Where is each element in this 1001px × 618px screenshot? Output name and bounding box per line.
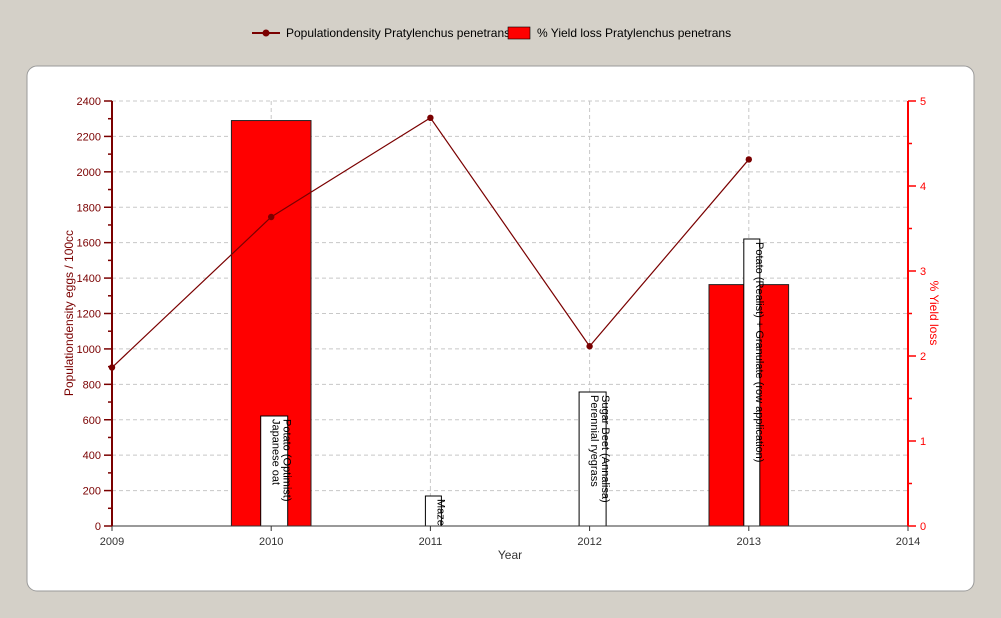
population-point <box>586 343 593 350</box>
right-tick-label: 3 <box>920 266 926 278</box>
right-tick-label: 0 <box>920 521 926 533</box>
left-axis-title: Populationdensity eggs / 100cc <box>62 230 76 396</box>
left-tick-label: 0 <box>95 521 101 533</box>
left-tick-label: 1000 <box>77 344 101 356</box>
left-tick-label: 400 <box>83 450 101 462</box>
right-axis-title: % Yield loss <box>927 281 941 346</box>
left-tick-label: 2400 <box>77 96 101 108</box>
population-point <box>427 114 434 122</box>
left-tick-label: 600 <box>83 415 101 427</box>
x-tick-label: 2012 <box>577 536 601 548</box>
crop-annotation: Maze <box>424 495 446 527</box>
left-tick-label: 1400 <box>77 273 101 285</box>
crop-annotation-label: Perennial ryegrass <box>588 395 600 487</box>
legend-bar-swatch <box>507 26 531 40</box>
x-tick-label: 2011 <box>419 536 443 548</box>
right-tick-label: 1 <box>920 436 926 448</box>
crop-annotations: Potato (Optimist)Japanese oat Maze Sugar B… <box>260 238 765 527</box>
crop-annotation-box <box>260 415 289 527</box>
x-tick-label: 2013 <box>737 536 761 548</box>
crop-annotation-label: Potato (Optimist) <box>281 419 293 502</box>
left-tick-label: 2000 <box>77 167 101 179</box>
crop-annotation-label: Potato (Realist) + Granulate (row applic… <box>753 242 765 462</box>
legend: Populationdensity Pratylenchus penetrans… <box>252 26 731 40</box>
right-tick-label: 2 <box>920 351 926 363</box>
left-tick-label: 200 <box>83 486 101 498</box>
crop-annotation: Potato (Optimist)Japanese oat <box>260 415 293 527</box>
crop-annotation: Sugar Beet (Annalisa)Perennial ryegrass <box>578 391 611 527</box>
crop-annotation-box <box>578 391 607 527</box>
left-tick-label: 1600 <box>77 238 101 250</box>
legend-item-population: Populationdensity Pratylenchus penetrans <box>252 26 510 40</box>
legend-label-yield: % Yield loss Pratylenchus penetrans <box>537 26 731 40</box>
crop-annotation-label: Sugar Beet (Annalisa) <box>599 395 611 503</box>
legend-marker-swatch <box>262 29 270 37</box>
x-tick-label: 2014 <box>896 536 920 548</box>
population-point <box>745 156 752 163</box>
crop-annotation-label: Maze <box>434 499 446 526</box>
left-tick-label: 1200 <box>77 309 101 321</box>
population-point <box>268 213 275 221</box>
axes: 2009 2010 2011 2012 2013 20140200400600800100… <box>77 96 927 548</box>
x-tick-label: 2010 <box>259 536 283 548</box>
legend-label-population: Populationdensity Pratylenchus penetrans <box>286 26 510 40</box>
left-tick-label: 800 <box>83 379 101 391</box>
legend-item-yield: % Yield loss Pratylenchus penetrans <box>507 26 731 40</box>
crop-annotation: Potato (Realist) + Granulate (row applic… <box>743 238 765 527</box>
crop-annotation-label: Japanese oat <box>270 419 282 485</box>
population-line <box>108 114 752 371</box>
plot-panel <box>26 65 975 592</box>
x-tick-label: 2009 <box>100 536 124 548</box>
x-axis-title: Year <box>498 548 522 562</box>
right-tick-label: 4 <box>920 181 926 193</box>
left-tick-label: 1800 <box>77 202 101 214</box>
right-tick-label: 5 <box>920 96 926 108</box>
left-tick-label: 2200 <box>77 131 101 143</box>
